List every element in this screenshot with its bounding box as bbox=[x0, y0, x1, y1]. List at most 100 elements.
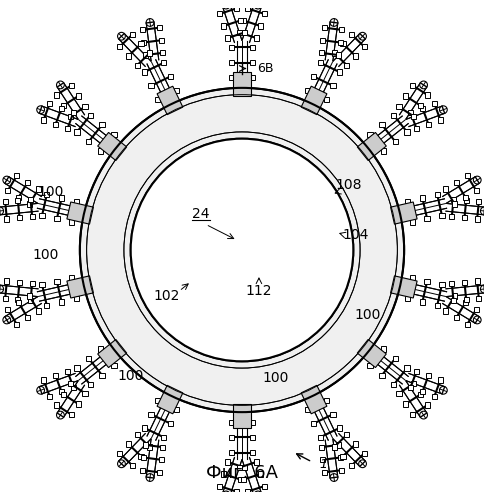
Polygon shape bbox=[17, 215, 22, 220]
Polygon shape bbox=[17, 280, 22, 285]
Polygon shape bbox=[349, 32, 354, 38]
Polygon shape bbox=[174, 88, 180, 93]
Polygon shape bbox=[139, 468, 145, 472]
Polygon shape bbox=[67, 276, 93, 298]
Polygon shape bbox=[393, 139, 398, 144]
Polygon shape bbox=[330, 83, 335, 88]
Polygon shape bbox=[418, 103, 423, 108]
Text: 108: 108 bbox=[335, 178, 362, 192]
Polygon shape bbox=[320, 38, 326, 43]
Polygon shape bbox=[149, 83, 154, 88]
Circle shape bbox=[37, 106, 45, 114]
Polygon shape bbox=[234, 6, 239, 11]
Polygon shape bbox=[454, 315, 459, 320]
Polygon shape bbox=[337, 426, 342, 430]
Polygon shape bbox=[410, 83, 415, 88]
Polygon shape bbox=[337, 455, 343, 460]
Polygon shape bbox=[353, 442, 358, 446]
Polygon shape bbox=[362, 44, 367, 50]
Circle shape bbox=[439, 386, 447, 394]
Polygon shape bbox=[340, 454, 346, 458]
Polygon shape bbox=[54, 216, 60, 222]
Text: 112: 112 bbox=[246, 284, 272, 298]
Circle shape bbox=[131, 139, 353, 361]
Polygon shape bbox=[242, 30, 247, 35]
Polygon shape bbox=[462, 215, 467, 220]
Polygon shape bbox=[432, 101, 437, 106]
Polygon shape bbox=[155, 398, 160, 403]
Polygon shape bbox=[155, 97, 160, 102]
Polygon shape bbox=[324, 97, 329, 102]
Polygon shape bbox=[420, 196, 425, 200]
Polygon shape bbox=[474, 216, 480, 222]
Polygon shape bbox=[88, 382, 93, 388]
Polygon shape bbox=[261, 484, 267, 488]
Polygon shape bbox=[59, 106, 64, 110]
Polygon shape bbox=[71, 110, 76, 115]
Polygon shape bbox=[229, 44, 234, 50]
Polygon shape bbox=[30, 214, 35, 219]
Polygon shape bbox=[250, 435, 255, 440]
Polygon shape bbox=[336, 442, 341, 448]
Circle shape bbox=[481, 207, 484, 215]
Polygon shape bbox=[54, 278, 60, 284]
Polygon shape bbox=[138, 42, 144, 46]
Polygon shape bbox=[439, 212, 444, 218]
Polygon shape bbox=[25, 180, 30, 185]
Polygon shape bbox=[65, 368, 70, 374]
Polygon shape bbox=[474, 188, 479, 194]
Text: 1: 1 bbox=[319, 458, 328, 471]
Circle shape bbox=[146, 18, 154, 26]
Polygon shape bbox=[40, 212, 45, 218]
Polygon shape bbox=[451, 298, 456, 304]
Polygon shape bbox=[141, 455, 147, 460]
Polygon shape bbox=[463, 300, 468, 306]
Polygon shape bbox=[36, 186, 41, 192]
Polygon shape bbox=[68, 114, 73, 119]
Polygon shape bbox=[157, 25, 162, 30]
Polygon shape bbox=[225, 36, 230, 41]
Polygon shape bbox=[410, 412, 415, 417]
Polygon shape bbox=[98, 148, 103, 154]
Polygon shape bbox=[322, 25, 327, 30]
Polygon shape bbox=[330, 412, 335, 417]
Polygon shape bbox=[53, 373, 58, 378]
Polygon shape bbox=[157, 470, 162, 475]
Polygon shape bbox=[47, 101, 52, 106]
Circle shape bbox=[222, 1, 230, 9]
Circle shape bbox=[146, 474, 154, 482]
Polygon shape bbox=[111, 363, 117, 368]
Polygon shape bbox=[324, 398, 329, 403]
Circle shape bbox=[118, 460, 125, 468]
Polygon shape bbox=[381, 148, 386, 154]
Polygon shape bbox=[15, 297, 20, 302]
Polygon shape bbox=[250, 420, 255, 425]
Polygon shape bbox=[449, 281, 454, 286]
Polygon shape bbox=[68, 381, 73, 386]
Polygon shape bbox=[16, 194, 21, 200]
Polygon shape bbox=[242, 465, 247, 470]
Polygon shape bbox=[98, 346, 103, 352]
Polygon shape bbox=[254, 460, 259, 464]
Polygon shape bbox=[349, 462, 354, 468]
Polygon shape bbox=[425, 402, 430, 407]
Polygon shape bbox=[405, 130, 409, 134]
Circle shape bbox=[473, 316, 481, 324]
Circle shape bbox=[0, 207, 3, 215]
Polygon shape bbox=[454, 180, 459, 185]
Circle shape bbox=[439, 106, 447, 114]
Polygon shape bbox=[462, 280, 467, 285]
Polygon shape bbox=[149, 412, 154, 417]
Polygon shape bbox=[229, 60, 234, 65]
Polygon shape bbox=[411, 114, 416, 119]
Polygon shape bbox=[304, 88, 310, 93]
Polygon shape bbox=[435, 192, 440, 197]
Polygon shape bbox=[69, 412, 74, 417]
Polygon shape bbox=[403, 94, 408, 98]
Polygon shape bbox=[337, 70, 342, 74]
Polygon shape bbox=[391, 202, 417, 224]
Polygon shape bbox=[241, 477, 246, 482]
Polygon shape bbox=[238, 477, 243, 482]
Polygon shape bbox=[237, 465, 242, 470]
Polygon shape bbox=[465, 322, 470, 326]
